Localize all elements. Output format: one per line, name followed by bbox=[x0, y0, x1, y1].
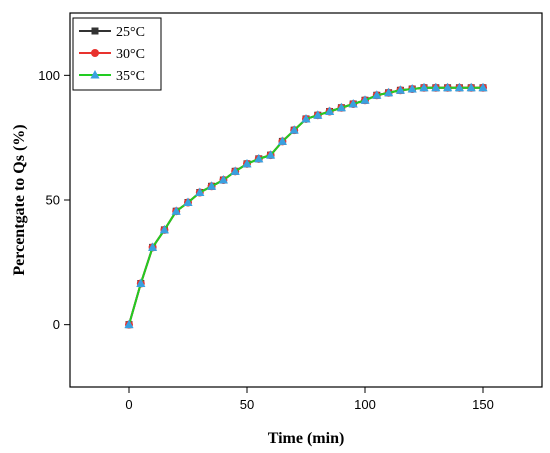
data-point bbox=[289, 125, 299, 134]
data-point bbox=[395, 85, 405, 94]
legend-label: 35°C bbox=[116, 69, 145, 84]
data-point bbox=[124, 319, 134, 329]
legend-label: 25°C bbox=[116, 25, 145, 40]
data-point bbox=[360, 95, 370, 104]
legend-marker bbox=[91, 49, 99, 57]
data-point bbox=[183, 197, 193, 206]
data-point bbox=[407, 84, 417, 93]
data-point bbox=[136, 278, 146, 288]
legend-label: 30°C bbox=[116, 47, 145, 62]
data-point bbox=[277, 136, 287, 145]
data-point bbox=[159, 224, 169, 234]
data-point bbox=[242, 158, 252, 168]
y-tick-label: 100 bbox=[38, 68, 60, 83]
y-tick-label: 50 bbox=[46, 193, 60, 208]
data-point bbox=[419, 82, 429, 92]
data-point bbox=[254, 153, 264, 163]
data-point bbox=[384, 87, 394, 97]
series-line bbox=[128, 86, 483, 325]
data-point bbox=[431, 82, 441, 92]
y-tick-label: 0 bbox=[53, 317, 60, 332]
data-point bbox=[454, 82, 464, 92]
series-layer bbox=[124, 82, 488, 329]
data-point bbox=[372, 90, 382, 99]
legend-marker bbox=[91, 27, 99, 35]
data-point bbox=[218, 175, 228, 184]
data-point bbox=[195, 187, 205, 197]
data-point bbox=[325, 106, 335, 115]
legend-marker bbox=[90, 70, 100, 79]
data-point bbox=[230, 166, 240, 175]
data-point bbox=[478, 82, 488, 92]
series-2 bbox=[124, 82, 488, 329]
data-point bbox=[207, 181, 217, 190]
x-tick-label: 100 bbox=[354, 397, 376, 412]
data-point bbox=[301, 113, 311, 123]
x-tick-label: 150 bbox=[472, 397, 494, 412]
data-point bbox=[266, 150, 276, 159]
legend: 25°C 30°C 35°C bbox=[72, 17, 162, 91]
data-point bbox=[466, 82, 476, 92]
y-axis-title: Percentgate to Qs (%) bbox=[11, 124, 28, 275]
data-point bbox=[443, 82, 453, 92]
data-point bbox=[148, 242, 158, 251]
data-point bbox=[336, 102, 346, 112]
data-point bbox=[313, 110, 323, 119]
axis-ticks: 0 50 100 150 0 50 100 bbox=[38, 68, 494, 412]
x-axis-title: Time (min) bbox=[268, 430, 345, 447]
data-point bbox=[171, 206, 181, 215]
x-tick-label: 0 bbox=[125, 397, 132, 412]
data-point bbox=[348, 99, 358, 108]
x-tick-label: 50 bbox=[240, 397, 254, 412]
